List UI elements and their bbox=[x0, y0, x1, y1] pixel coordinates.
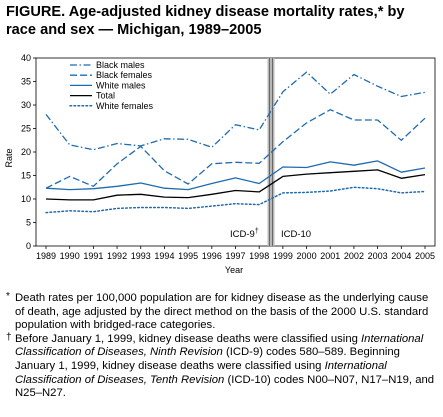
y-tick-label: 30 bbox=[21, 100, 31, 110]
y-tick-label: 20 bbox=[21, 147, 31, 157]
icd9-label: ICD-9 bbox=[230, 229, 255, 240]
legend-label: White females bbox=[96, 101, 154, 111]
y-axis-label: Rate bbox=[4, 148, 14, 167]
line-chart: 0 5 10 15 20 25 30 35 40 1989 1990 1991 1992 1993 1994… bbox=[4, 53, 436, 275]
y-tick-label: 25 bbox=[21, 124, 31, 134]
asterisk-mark: * bbox=[6, 291, 10, 302]
icd10-annotation: ICD-10 bbox=[281, 229, 311, 240]
dagger-mark: † bbox=[6, 331, 12, 343]
x-tick-label: 1999 bbox=[273, 251, 293, 261]
x-tick-label: 1990 bbox=[60, 251, 80, 261]
y-tick-label: 35 bbox=[21, 77, 31, 87]
series-line-white-males bbox=[45, 160, 426, 191]
footnotes: * Death rates per 100,000 population are… bbox=[6, 291, 438, 401]
x-tick-label: 1991 bbox=[83, 251, 103, 261]
dagger-text-3: (ICD-10) codes N00–N07, N17–N19, and N25… bbox=[15, 373, 435, 400]
y-tick-label: 5 bbox=[26, 218, 31, 228]
x-tick-label: 1995 bbox=[178, 251, 198, 261]
figure-title: FIGURE. Age-adjusted kidney disease mort… bbox=[6, 4, 405, 38]
icd9-title: International Classification of Diseases… bbox=[15, 332, 424, 359]
legend-label: Total bbox=[96, 91, 115, 101]
x-tick-label: 2002 bbox=[344, 251, 364, 261]
footnote-dagger: † Before January 1, 1999, kidney disease… bbox=[6, 331, 438, 401]
legend-label: White males bbox=[96, 80, 146, 90]
series-line-white-females bbox=[45, 186, 426, 214]
x-tick-label: 1994 bbox=[154, 251, 174, 261]
icd10-title: International Classification of Diseases… bbox=[15, 359, 387, 386]
x-tick-label: 2000 bbox=[297, 251, 317, 261]
dagger-text-2: (ICD-9) codes 580–589. Beginning January… bbox=[15, 346, 400, 372]
series-line-black-males bbox=[45, 71, 426, 151]
series-line-black-females bbox=[45, 109, 426, 189]
x-axis-label: Year bbox=[225, 265, 243, 275]
asterisk-text: Death rates per 100,000 population are f… bbox=[15, 292, 429, 332]
x-tick-label: 2001 bbox=[320, 251, 340, 261]
x-tick-label: 1996 bbox=[202, 251, 222, 261]
legend-label: Black males bbox=[96, 60, 145, 70]
x-tick-label: 1998 bbox=[249, 251, 269, 261]
series-line-total bbox=[45, 169, 426, 201]
icd9-dagger: † bbox=[255, 228, 259, 235]
icd9-annotation: ICD-9† bbox=[230, 228, 259, 240]
x-tick-label: 1992 bbox=[107, 251, 127, 261]
y-tick-label: 40 bbox=[21, 53, 31, 63]
y-tick-label: 10 bbox=[21, 194, 31, 204]
x-tick-label: 1997 bbox=[225, 251, 245, 261]
y-tick-label: 0 bbox=[26, 241, 31, 251]
x-tick-label: 2003 bbox=[368, 251, 388, 261]
legend-label: Black females bbox=[96, 70, 153, 80]
x-tick-label: 2005 bbox=[415, 251, 435, 261]
x-tick-label: 2004 bbox=[391, 251, 411, 261]
x-tick-label: 1993 bbox=[131, 251, 151, 261]
x-tick-label: 1989 bbox=[36, 251, 56, 261]
y-tick-label: 15 bbox=[21, 171, 31, 181]
dagger-text-1: Before January 1, 1999, kidney disease d… bbox=[15, 332, 362, 345]
footnote-asterisk: * Death rates per 100,000 population are… bbox=[6, 291, 438, 333]
